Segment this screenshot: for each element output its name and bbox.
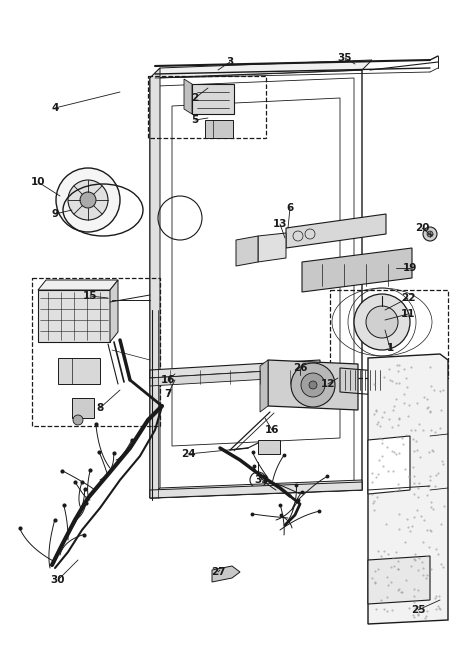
Circle shape <box>68 180 108 220</box>
Circle shape <box>423 227 437 241</box>
Text: 1: 1 <box>386 343 393 353</box>
Text: 11: 11 <box>401 309 415 319</box>
Circle shape <box>80 192 96 208</box>
Text: 13: 13 <box>273 219 287 229</box>
Text: 4: 4 <box>51 103 59 113</box>
Polygon shape <box>150 68 160 498</box>
Polygon shape <box>286 214 386 248</box>
Text: 8: 8 <box>96 403 104 413</box>
Text: 35: 35 <box>338 53 352 63</box>
Circle shape <box>427 231 433 237</box>
Text: 33: 33 <box>255 475 269 485</box>
Text: 9: 9 <box>52 209 59 219</box>
Polygon shape <box>38 280 118 290</box>
Text: 5: 5 <box>191 115 199 125</box>
Polygon shape <box>258 233 286 262</box>
Bar <box>148 76 266 138</box>
Text: 12: 12 <box>321 379 335 389</box>
Polygon shape <box>150 360 320 378</box>
Text: 26: 26 <box>293 363 307 373</box>
Circle shape <box>309 381 317 389</box>
Text: 15: 15 <box>83 291 97 301</box>
Polygon shape <box>302 248 412 292</box>
Circle shape <box>291 363 335 407</box>
Polygon shape <box>184 79 192 114</box>
Text: 22: 22 <box>401 293 415 303</box>
Text: 25: 25 <box>411 605 425 615</box>
Text: 2: 2 <box>191 93 199 103</box>
Bar <box>258 440 280 454</box>
Text: 3: 3 <box>227 57 234 67</box>
Text: 19: 19 <box>403 263 417 273</box>
Polygon shape <box>260 360 268 412</box>
Text: 20: 20 <box>415 223 429 233</box>
Polygon shape <box>150 60 372 78</box>
Polygon shape <box>192 84 234 114</box>
Text: 24: 24 <box>181 449 195 459</box>
Bar <box>32 278 160 426</box>
Polygon shape <box>150 368 320 386</box>
Text: 30: 30 <box>51 575 65 585</box>
Circle shape <box>73 415 83 425</box>
Polygon shape <box>110 280 118 342</box>
Polygon shape <box>268 360 358 410</box>
Polygon shape <box>205 120 233 138</box>
Polygon shape <box>212 566 240 582</box>
Polygon shape <box>368 556 430 604</box>
Polygon shape <box>236 236 258 266</box>
Polygon shape <box>72 398 94 418</box>
Polygon shape <box>368 354 448 624</box>
Circle shape <box>56 168 120 232</box>
Circle shape <box>301 373 325 397</box>
Text: 27: 27 <box>210 567 225 577</box>
Circle shape <box>354 294 410 350</box>
Text: 16: 16 <box>161 375 175 385</box>
Text: 6: 6 <box>286 203 293 213</box>
Polygon shape <box>58 358 100 384</box>
Text: 10: 10 <box>31 177 45 187</box>
Polygon shape <box>368 436 410 494</box>
Polygon shape <box>150 482 362 498</box>
Polygon shape <box>38 290 110 342</box>
Text: 7: 7 <box>164 389 172 399</box>
Text: 16: 16 <box>265 425 279 435</box>
Circle shape <box>366 306 398 338</box>
Polygon shape <box>150 480 362 498</box>
Bar <box>330 290 448 378</box>
